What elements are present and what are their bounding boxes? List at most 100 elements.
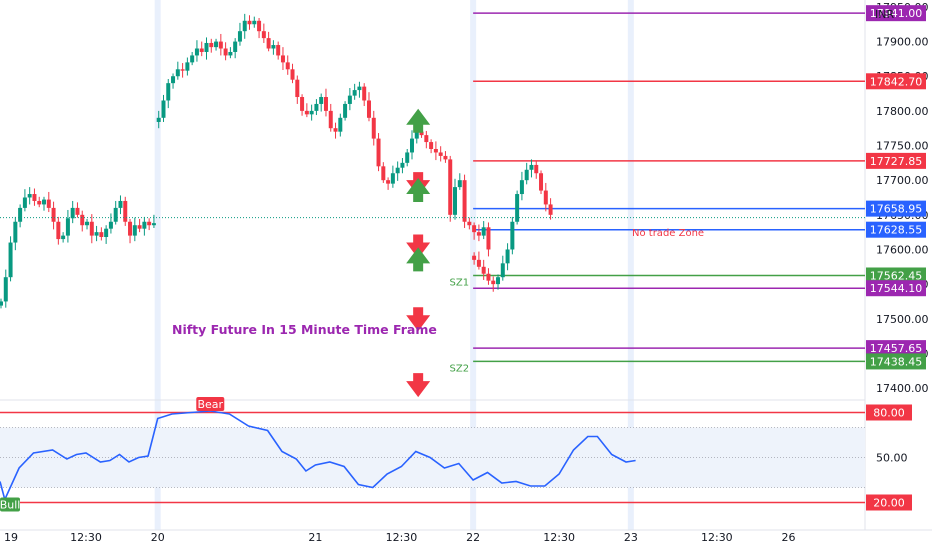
level-tag-4: 17628.55 <box>870 224 923 237</box>
arrow-up-4 <box>406 247 431 272</box>
candle-body <box>285 62 290 70</box>
candle-3 <box>13 216 18 251</box>
candle-65 <box>309 104 314 121</box>
candle-63 <box>300 94 305 116</box>
price-tick-3: 17800.00 <box>876 105 929 118</box>
candle-body <box>515 194 520 222</box>
arrow-up-0 <box>406 108 431 133</box>
candle-47 <box>223 42 228 61</box>
candle-body <box>304 110 309 115</box>
candle-body <box>529 164 534 170</box>
candle-body <box>61 235 66 240</box>
candle-105 <box>481 259 486 280</box>
candle-50 <box>237 22 242 46</box>
candle-118 <box>543 182 548 212</box>
candle-58 <box>276 41 281 60</box>
candle-body <box>128 221 133 236</box>
candle-body <box>147 221 152 226</box>
level-tag-7: 17457.65 <box>870 342 923 355</box>
candle-4 <box>18 204 23 228</box>
candle-body <box>409 138 414 153</box>
candle-5 <box>22 189 27 212</box>
candle-body <box>376 138 381 167</box>
candle-18 <box>85 218 90 230</box>
candle-body <box>419 131 424 136</box>
candle-body <box>271 45 276 49</box>
candle-body <box>118 200 123 208</box>
candle-body <box>233 41 238 52</box>
candle-43 <box>204 37 209 60</box>
candle-40 <box>190 51 195 66</box>
price-tick-9: 17500.00 <box>876 313 929 326</box>
candle-body <box>390 173 395 184</box>
level-tag-1: 17842.70 <box>870 75 923 88</box>
candle-body <box>290 69 295 80</box>
candle-97 <box>462 174 467 228</box>
candle-56 <box>266 31 271 52</box>
arrow-up-2 <box>406 178 431 203</box>
candle-14 <box>65 209 70 243</box>
candle-body <box>266 38 271 49</box>
ind-tag-bg-0 <box>866 404 912 421</box>
candle-78 <box>371 110 376 146</box>
candle-45 <box>214 38 219 51</box>
level-tag-6: 17544.10 <box>870 282 923 295</box>
candle-112 <box>515 190 520 225</box>
level-tag-3: 17658.95 <box>870 203 923 216</box>
candle-body <box>218 41 223 49</box>
candle-29 <box>137 218 142 233</box>
candle-106 <box>486 268 491 285</box>
arrow-down-5 <box>406 307 431 332</box>
candle-83 <box>395 161 400 181</box>
candle-52 <box>247 15 252 30</box>
ind-tick-2: 20.00 <box>873 497 905 510</box>
candle-2 <box>8 236 13 282</box>
candle-body <box>309 110 314 115</box>
candle-body <box>491 280 496 285</box>
candle-body <box>424 135 429 143</box>
candle-body <box>32 194 37 201</box>
candle-body <box>371 117 376 139</box>
candle-94 <box>448 155 453 222</box>
candle-body <box>366 100 371 118</box>
candle-9 <box>42 196 47 211</box>
candle-body <box>3 277 8 302</box>
candle-body <box>519 180 524 195</box>
candle-body <box>171 76 176 84</box>
candle-body <box>209 42 214 48</box>
candle-44 <box>209 38 214 53</box>
candle-79 <box>376 133 381 172</box>
level-tag-bg-1 <box>866 73 926 90</box>
level-tag-8: 17438.45 <box>870 355 923 368</box>
candle-27 <box>128 218 133 244</box>
candle-77 <box>366 92 371 122</box>
candle-22 <box>104 225 109 244</box>
candle-55 <box>261 23 266 43</box>
candle-body <box>8 242 13 278</box>
level-tag-bg-2 <box>866 152 926 169</box>
candle-body <box>448 159 453 215</box>
price-axis[interactable]: 17950.0017900.0017850.0017800.0017750.00… <box>866 1 929 511</box>
candle-38 <box>180 63 185 78</box>
candle-10 <box>46 191 51 213</box>
bear-tag: Bear <box>196 397 225 411</box>
candle-body <box>42 199 47 205</box>
time-tick-6: 12:30 <box>543 531 575 544</box>
candle-body <box>13 221 18 243</box>
candle-body <box>0 301 3 306</box>
time-axis[interactable]: 19 12:30 20 21 12:30 22 12:30 23 12:30 26 <box>4 531 796 544</box>
candle-31 <box>147 218 152 231</box>
candles[interactable] <box>0 13 865 309</box>
time-tick-4: 12:30 <box>386 531 418 544</box>
currency-label: INR <box>875 8 894 21</box>
candle-body <box>328 110 333 129</box>
candle-body <box>237 31 242 42</box>
candle-body <box>338 117 343 132</box>
candle-body <box>386 180 391 184</box>
oscillator-line <box>0 410 636 502</box>
time-tick-8: 12:30 <box>701 531 733 544</box>
candle-109 <box>500 255 505 281</box>
candle-1 <box>3 269 8 308</box>
candle-51 <box>242 13 247 39</box>
